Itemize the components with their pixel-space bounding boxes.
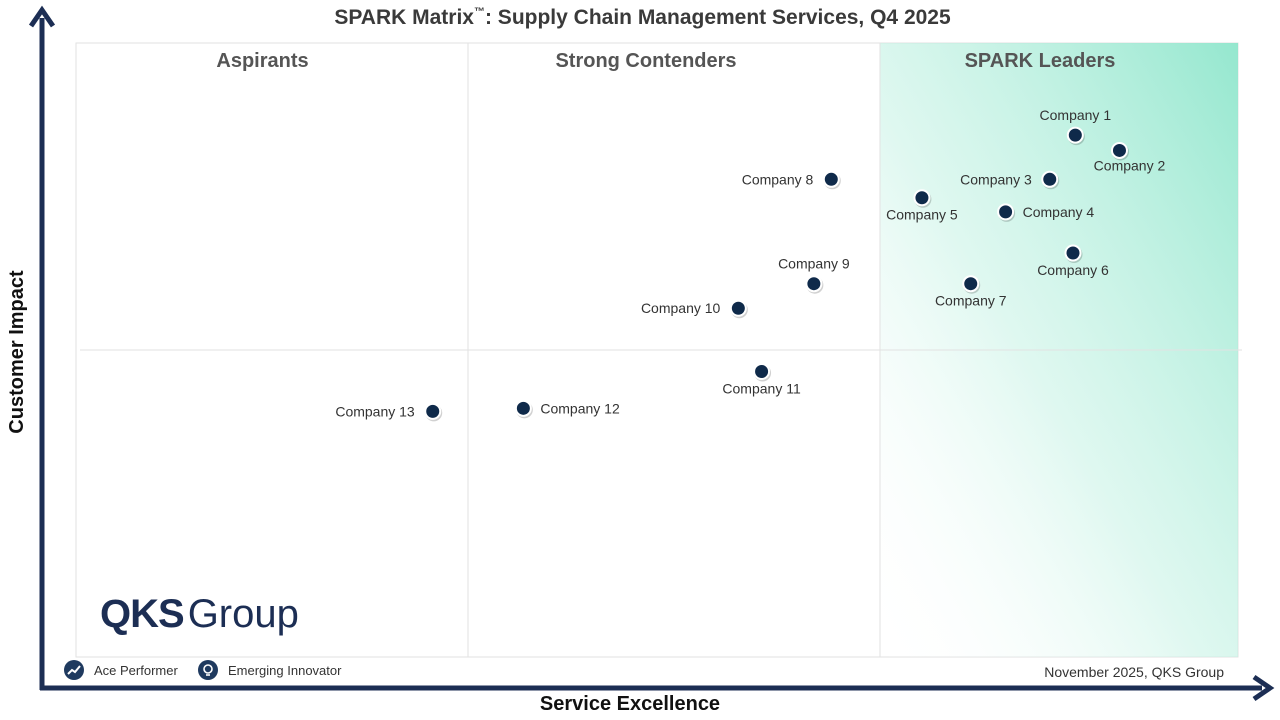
data-point-marker — [822, 170, 840, 188]
x-axis-title: Service Excellence — [539, 693, 721, 715]
data-point-marker — [514, 399, 532, 417]
data-point-label: Company 11 — [722, 380, 801, 396]
data-point-label: Company 8 — [742, 171, 814, 187]
data-point-marker — [1066, 126, 1084, 144]
data-point-marker — [424, 402, 442, 420]
data-point: Company 10 — [641, 299, 748, 319]
data-point-label: Company 5 — [886, 207, 958, 223]
data-point-marker — [1110, 141, 1128, 159]
data-point: Company 9 — [778, 256, 850, 294]
legend-emerging-innovator: Emerging Innovator — [198, 660, 341, 680]
chart-title: SPARK Matrix™: Supply Chain Management S… — [334, 6, 951, 29]
trend-up-icon — [64, 660, 84, 680]
legend-ace-performer: Ace Performer — [64, 660, 178, 680]
legend-ace-label: Ace Performer — [94, 662, 178, 678]
data-point-marker — [805, 275, 823, 293]
data-point-label: Company 13 — [335, 403, 415, 419]
data-point-marker — [753, 362, 771, 380]
data-point-label: Company 3 — [960, 171, 1032, 187]
data-point: Company 8 — [742, 170, 841, 190]
lightbulb-icon — [198, 660, 218, 680]
data-point-marker — [1064, 244, 1082, 262]
data-point: Company 3 — [960, 170, 1060, 190]
data-point-marker — [913, 189, 931, 207]
data-point-label: Company 12 — [540, 400, 620, 416]
data-point: Company 2 — [1094, 141, 1166, 173]
data-point-marker — [997, 203, 1015, 221]
footnote: November 2025, QKS Group — [1044, 664, 1224, 680]
data-point: Company 6 — [1037, 244, 1109, 278]
data-point-label: Company 9 — [778, 256, 850, 272]
qks-group-logo: QKS Group — [100, 592, 299, 636]
data-point-label: Company 6 — [1037, 262, 1109, 278]
data-point-label: Company 7 — [935, 293, 1007, 309]
quadrant-strong-contenders: Strong Contenders — [555, 50, 737, 72]
legend-emerging-label: Emerging Innovator — [228, 662, 342, 678]
data-point: Company 5 — [886, 189, 958, 223]
data-point-label: Company 4 — [1023, 204, 1095, 220]
data-point: Company 12 — [514, 399, 620, 419]
quadrant-spark-leaders: SPARK Leaders — [964, 50, 1116, 72]
points-layer: Company 1 Company 2 Company 3 Company 4 Comp… — [335, 107, 1166, 422]
data-point-label: Company 1 — [1040, 107, 1112, 123]
data-point-marker — [962, 275, 980, 293]
y-axis-arrow — [28, 5, 56, 28]
quadrant-aspirants: Aspirants — [216, 50, 309, 72]
data-point: Company 11 — [722, 362, 801, 396]
data-point: Company 7 — [935, 275, 1007, 309]
data-point-marker — [729, 299, 747, 317]
data-point: Company 13 — [335, 402, 443, 422]
x-axis-arrow — [1252, 674, 1275, 702]
data-point: Company 1 — [1040, 107, 1112, 146]
y-axis-title: Customer Impact — [6, 270, 28, 434]
data-point-marker — [1041, 170, 1059, 188]
data-point-label: Company 2 — [1094, 157, 1166, 173]
data-point-label: Company 10 — [641, 300, 721, 316]
data-point: Company 4 — [997, 203, 1095, 222]
